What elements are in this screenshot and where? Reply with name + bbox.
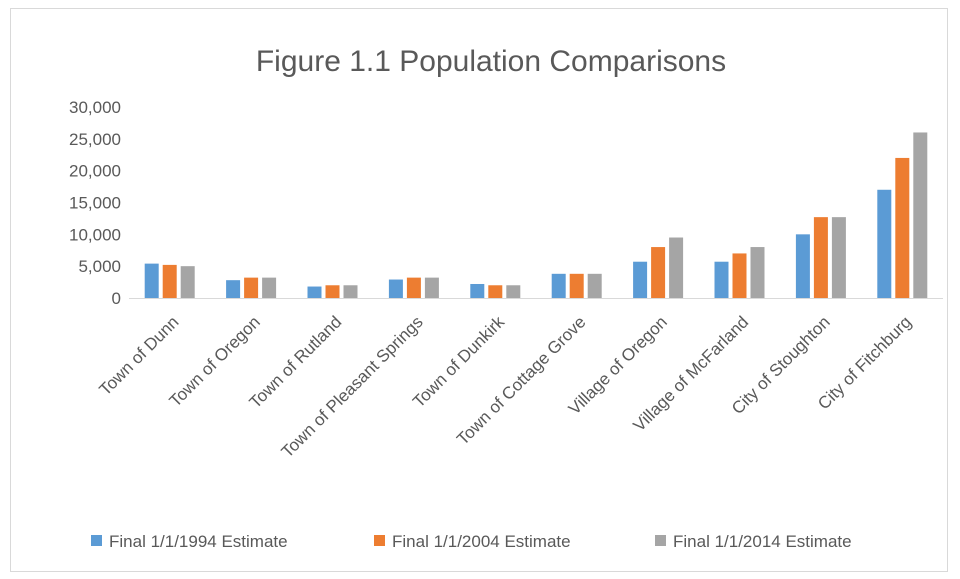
bar [795,234,810,298]
bar [506,285,521,298]
bar [226,280,241,298]
bar [569,273,584,298]
y-tick-label: 30,000 [69,98,121,117]
bar [388,279,403,298]
y-tick-label: 10,000 [69,225,121,244]
category-label: Town of Dunn [96,312,183,399]
bar [750,247,765,298]
legend-label: Final 1/1/2004 Estimate [392,532,571,551]
y-axis-ticks: 30,000 25,000 20,000 15,000 10,000 5,000 0 [69,98,121,308]
chart-svg: Figure 1.1 Population Comparisons 30,000… [69,45,943,551]
chart-frame: Figure 1.1 Population Comparisons 30,000… [10,8,948,572]
bar [714,261,729,298]
bar [180,266,195,298]
bar [651,247,666,298]
bar [244,277,259,298]
bar [877,189,892,298]
bar [813,217,828,298]
chart-title: Figure 1.1 Population Comparisons [256,45,726,78]
bar [343,285,358,298]
y-tick-label: 25,000 [69,130,121,149]
y-tick-label: 5,000 [78,257,121,276]
legend-swatch [374,535,385,546]
bar [406,277,421,298]
bar [551,273,566,298]
bar [262,277,277,298]
legend-label: Final 1/1/1994 Estimate [109,532,288,551]
bar [325,285,340,298]
bar [633,261,648,298]
bar [307,286,322,298]
bar [895,157,910,298]
bar [162,264,177,298]
category-label: Town of Pleasant Springs [278,312,427,461]
bar [488,285,503,298]
y-tick-label: 20,000 [69,162,121,181]
bar [669,237,684,298]
y-tick-label: 0 [112,289,121,308]
bar [913,132,928,298]
bar [144,263,159,298]
legend-label: Final 1/1/2014 Estimate [673,532,852,551]
bar [831,217,846,298]
y-tick-label: 15,000 [69,194,121,213]
bar [424,277,439,298]
bar [587,273,602,298]
bar [732,253,747,298]
bar [470,283,485,298]
legend-swatch [91,535,102,546]
bars-group [144,132,928,298]
legend-swatch [655,535,666,546]
legend: Final 1/1/1994 Estimate Final 1/1/2004 Es… [91,532,852,551]
